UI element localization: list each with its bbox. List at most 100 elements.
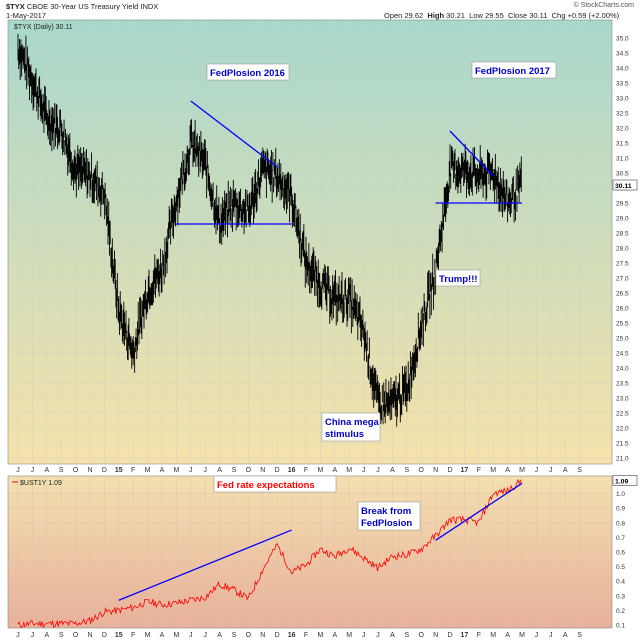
y-tick-label-upper: 27.0	[616, 276, 629, 283]
watermark: © StockCharts.com	[573, 2, 634, 9]
x-tick-label-upper: 15	[115, 467, 123, 474]
x-tick-label-lower: N	[260, 632, 265, 639]
y-tick-label-lower: 0.2	[616, 608, 625, 615]
x-tick-label-upper: M	[173, 467, 179, 474]
x-tick-label-lower: A	[217, 632, 222, 639]
header-date: 1-May-2017	[6, 11, 47, 20]
lower-last-value-text: 1.09	[615, 478, 628, 485]
x-tick-label-upper: 16	[288, 467, 296, 474]
annotation-fed-rate-expectations-box	[213, 475, 337, 493]
x-tick-label-upper: F	[477, 467, 481, 474]
upper-last-value-box	[612, 179, 638, 191]
annotation-fedplosion-2016-text: FedPlosion 2016	[210, 68, 285, 79]
x-tick-label-lower: S	[59, 632, 64, 639]
x-tick-label-upper: N	[433, 467, 438, 474]
y-tick-label-upper: 27.5	[616, 261, 629, 268]
x-tick-label-upper: O	[246, 467, 252, 474]
y-tick-label-lower: 0.6	[616, 550, 625, 557]
x-tick-label-upper: M	[519, 467, 525, 474]
x-tick-label-lower: N	[87, 632, 92, 639]
x-tick-label-lower: M	[173, 632, 179, 639]
upper-panel-title: $TYX (Daily) 30.11	[14, 24, 73, 31]
annotation-trump-text: Trump!!!	[439, 274, 478, 285]
y-tick-label-lower: 0.7	[616, 535, 625, 542]
y-tick-label-lower: 0.3	[616, 593, 625, 600]
x-tick-label-upper: A	[160, 467, 165, 474]
x-tick-label-lower: D	[447, 632, 452, 639]
x-tick-label-lower: J	[16, 632, 20, 639]
x-tick-label-lower: O	[418, 632, 424, 639]
x-tick-label-upper: O	[418, 467, 424, 474]
x-tick-label-upper: D	[275, 467, 280, 474]
x-tick-label-lower: J	[376, 632, 380, 639]
x-tick-label-lower: J	[549, 632, 553, 639]
x-tick-label-upper: S	[577, 467, 582, 474]
x-tick-label-lower: O	[73, 632, 79, 639]
x-tick-label-lower: J	[203, 632, 207, 639]
x-tick-label-lower: S	[577, 632, 582, 639]
x-tick-label-upper: A	[44, 467, 49, 474]
x-tick-label-upper: J	[549, 467, 553, 474]
lower-last-value-box	[612, 475, 638, 486]
x-tick-label-lower: A	[390, 632, 395, 639]
y-tick-label-lower: 1.0	[616, 491, 625, 498]
x-tick-label-lower: N	[433, 632, 438, 639]
x-tick-label-upper: F	[304, 467, 308, 474]
y-tick-label-upper: 31.5	[616, 141, 629, 148]
x-tick-label-upper: J	[189, 467, 193, 474]
annotation-fedplosion-2017-text: FedPlosion 2017	[475, 66, 550, 77]
x-tick-label-upper: J	[376, 467, 380, 474]
y-tick-label-upper: 34.0	[616, 66, 629, 73]
x-tick-label-upper: A	[332, 467, 337, 474]
y-tick-label-upper: 24.0	[616, 366, 629, 373]
x-tick-label-upper: A	[505, 467, 510, 474]
upper-panel-bg	[7, 19, 613, 465]
price-bars	[17, 33, 522, 427]
x-tick-label-upper: A	[217, 467, 222, 474]
x-tick-label-upper: M	[145, 467, 151, 474]
ust1y-line	[17, 478, 522, 629]
x-tick-label-upper: S	[59, 467, 64, 474]
x-tick-label-lower: F	[131, 632, 135, 639]
x-tick-label-lower: A	[160, 632, 165, 639]
ohlc-readout: Open 29.62 High 30.21 Low 29.55 Close 30…	[384, 11, 620, 20]
y-tick-label-upper: 29.0	[616, 216, 629, 223]
y-tick-label-upper: 26.0	[616, 306, 629, 313]
x-tick-label-upper: 17	[461, 467, 469, 474]
x-tick-label-upper: F	[131, 467, 135, 474]
annotation-break-from-fedplosion-text: Break from	[361, 506, 411, 517]
x-tick-label-lower: J	[535, 632, 539, 639]
x-tick-label-upper: O	[73, 467, 79, 474]
x-tick-label-lower: A	[332, 632, 337, 639]
lower-trendline	[118, 529, 292, 601]
y-tick-label-upper: 23.0	[616, 396, 629, 403]
x-tick-label-upper: A	[390, 467, 395, 474]
y-tick-label-upper: 24.5	[616, 351, 629, 358]
x-tick-label-lower: A	[505, 632, 510, 639]
x-tick-label-lower: M	[145, 632, 151, 639]
x-tick-label-upper: D	[447, 467, 452, 474]
y-tick-label-upper: 25.0	[616, 336, 629, 343]
x-tick-label-upper: A	[563, 467, 568, 474]
upper-trendline	[190, 100, 278, 168]
y-tick-label-upper: 35.0	[616, 36, 629, 43]
annotation-trump-box	[435, 269, 481, 287]
y-tick-label-upper: 33.0	[616, 96, 629, 103]
header-symbol-line: $TYX CBOE 30-Year US Treasury Yield INDX	[6, 2, 158, 11]
y-tick-label-upper: 28.0	[616, 246, 629, 253]
annotation-fedplosion-2016-box	[206, 63, 290, 81]
upper-last-value-text: 30.11	[615, 183, 632, 190]
x-tick-label-upper: M	[346, 467, 352, 474]
upper-trendline	[449, 130, 494, 177]
x-tick-label-lower: 17	[461, 632, 469, 639]
y-tick-label-upper: 33.5	[616, 81, 629, 88]
symbol: $TYX	[6, 2, 25, 11]
lower-panel-title: $UST1Y 1.09	[20, 480, 62, 487]
y-tick-label-lower: 0.5	[616, 564, 625, 571]
y-tick-label-upper: 32.0	[616, 126, 629, 133]
x-tick-label-lower: 16	[288, 632, 296, 639]
x-tick-label-lower: M	[317, 632, 323, 639]
y-tick-label-lower: 0.8	[616, 520, 625, 527]
y-tick-label-upper: 29.5	[616, 201, 629, 208]
